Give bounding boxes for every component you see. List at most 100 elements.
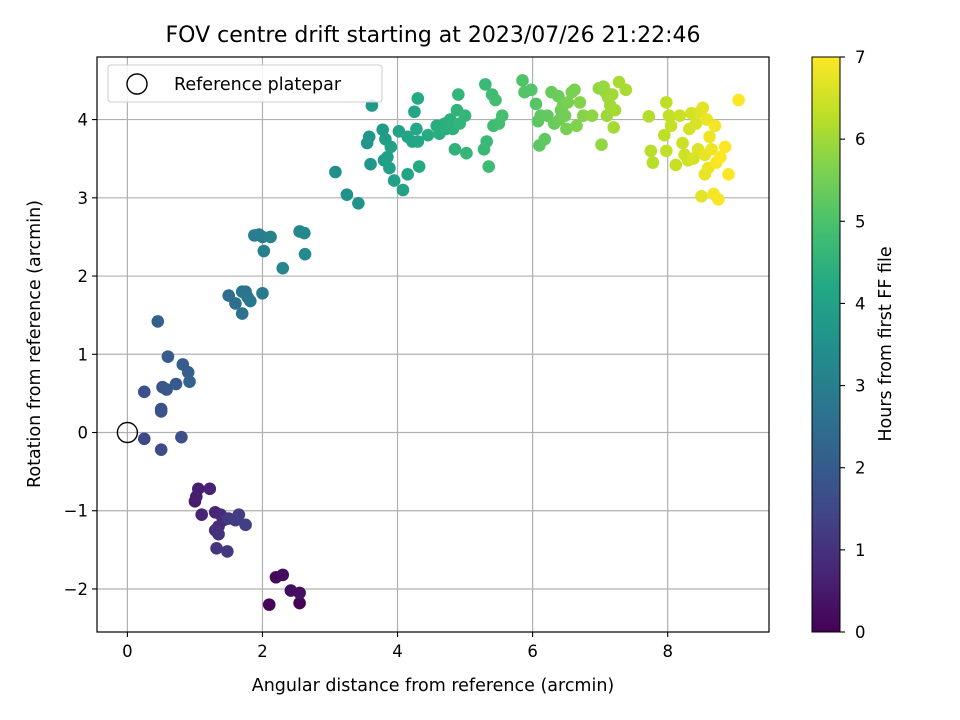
colorbar-gradient bbox=[811, 56, 841, 633]
data-point bbox=[352, 196, 365, 210]
data-point bbox=[703, 130, 716, 144]
data-point bbox=[448, 143, 462, 156]
data-point bbox=[676, 136, 689, 150]
data-point bbox=[293, 586, 306, 600]
data-point bbox=[329, 165, 342, 179]
data-point bbox=[558, 109, 572, 122]
data-point bbox=[154, 405, 168, 418]
data-point bbox=[595, 138, 608, 151]
data-point bbox=[256, 286, 269, 300]
colorbar: 0 1 2 3 4 5 6 7 Hours from first FF file bbox=[811, 48, 896, 642]
data-point bbox=[689, 117, 703, 130]
data-point bbox=[293, 596, 306, 610]
data-points bbox=[137, 74, 745, 611]
data-point bbox=[340, 188, 354, 201]
data-point bbox=[662, 109, 676, 122]
data-point bbox=[203, 482, 217, 496]
data-point bbox=[362, 130, 376, 144]
y-tick-label: 3 bbox=[78, 189, 89, 208]
data-point bbox=[658, 128, 671, 142]
data-point bbox=[561, 96, 575, 109]
plot-area bbox=[96, 56, 770, 633]
x-axis-label: Angular distance from reference (arcmin) bbox=[252, 676, 615, 696]
data-point bbox=[408, 105, 421, 119]
colorbar-tick-label: 4 bbox=[855, 294, 866, 313]
data-point bbox=[410, 122, 423, 136]
colorbar-tick-label: 6 bbox=[855, 130, 866, 149]
data-point bbox=[411, 135, 425, 148]
data-point bbox=[516, 74, 529, 87]
colorbar-tick-label: 2 bbox=[855, 459, 866, 478]
legend-box bbox=[107, 64, 383, 103]
data-point bbox=[495, 109, 509, 122]
reference-marker-layer bbox=[116, 421, 139, 444]
data-point bbox=[705, 143, 718, 156]
data-point bbox=[298, 226, 311, 240]
data-point bbox=[264, 230, 277, 244]
data-point bbox=[401, 168, 414, 181]
data-point bbox=[458, 109, 472, 122]
data-point bbox=[489, 93, 502, 107]
data-point bbox=[669, 158, 683, 172]
data-point bbox=[244, 294, 257, 308]
data-point bbox=[660, 96, 673, 109]
y-tick-label: −2 bbox=[64, 580, 88, 599]
x-tick-label: 6 bbox=[527, 642, 538, 661]
data-point bbox=[210, 541, 223, 555]
data-point bbox=[560, 122, 573, 136]
data-point bbox=[732, 93, 745, 107]
data-point bbox=[664, 119, 678, 133]
data-point bbox=[154, 443, 168, 457]
data-point bbox=[714, 150, 727, 164]
y-axis-label: Rotation from reference (arcmin) bbox=[25, 200, 45, 488]
data-point bbox=[718, 140, 732, 154]
data-point bbox=[221, 545, 234, 558]
data-point bbox=[384, 140, 398, 154]
x-tick-label: 2 bbox=[257, 642, 268, 661]
data-point bbox=[551, 89, 565, 103]
data-point bbox=[606, 88, 619, 101]
x-axis: 0 2 4 6 8 bbox=[122, 632, 673, 661]
data-point bbox=[396, 183, 410, 197]
data-point bbox=[642, 110, 656, 123]
chart-title: FOV centre drift starting at 2023/07/26 … bbox=[166, 23, 701, 48]
data-point bbox=[479, 78, 492, 91]
data-point bbox=[607, 121, 620, 134]
data-point bbox=[482, 160, 496, 173]
data-point bbox=[298, 247, 312, 261]
y-tick-label: 1 bbox=[78, 345, 89, 364]
data-point bbox=[568, 83, 581, 97]
data-point bbox=[421, 128, 435, 142]
data-point bbox=[687, 152, 700, 166]
data-point bbox=[181, 365, 195, 379]
data-point bbox=[235, 307, 249, 320]
data-point bbox=[644, 144, 658, 158]
colorbar-tick-label: 3 bbox=[855, 377, 866, 396]
data-point bbox=[585, 109, 599, 122]
data-point bbox=[276, 568, 290, 582]
x-tick-label: 0 bbox=[122, 642, 133, 661]
colorbar-label: Hours from first FF file bbox=[876, 246, 896, 441]
y-tick-label: −1 bbox=[64, 502, 88, 521]
data-point bbox=[276, 261, 290, 275]
y-tick-label: 0 bbox=[78, 424, 89, 443]
grid-lines bbox=[97, 57, 769, 632]
data-point bbox=[183, 375, 196, 388]
data-point bbox=[175, 430, 188, 444]
data-point bbox=[161, 350, 175, 363]
data-point bbox=[383, 161, 396, 175]
data-point bbox=[232, 508, 246, 521]
data-point bbox=[257, 244, 271, 258]
data-point bbox=[169, 377, 183, 391]
data-point bbox=[722, 168, 735, 181]
data-point bbox=[460, 146, 473, 160]
y-tick-label: 4 bbox=[78, 111, 89, 130]
data-point bbox=[608, 103, 622, 117]
colorbar-tick-label: 5 bbox=[855, 212, 866, 231]
y-tick-label: 2 bbox=[78, 267, 89, 286]
data-point bbox=[151, 315, 165, 328]
data-point bbox=[412, 160, 426, 173]
data-point bbox=[411, 92, 425, 105]
data-point bbox=[364, 157, 377, 171]
